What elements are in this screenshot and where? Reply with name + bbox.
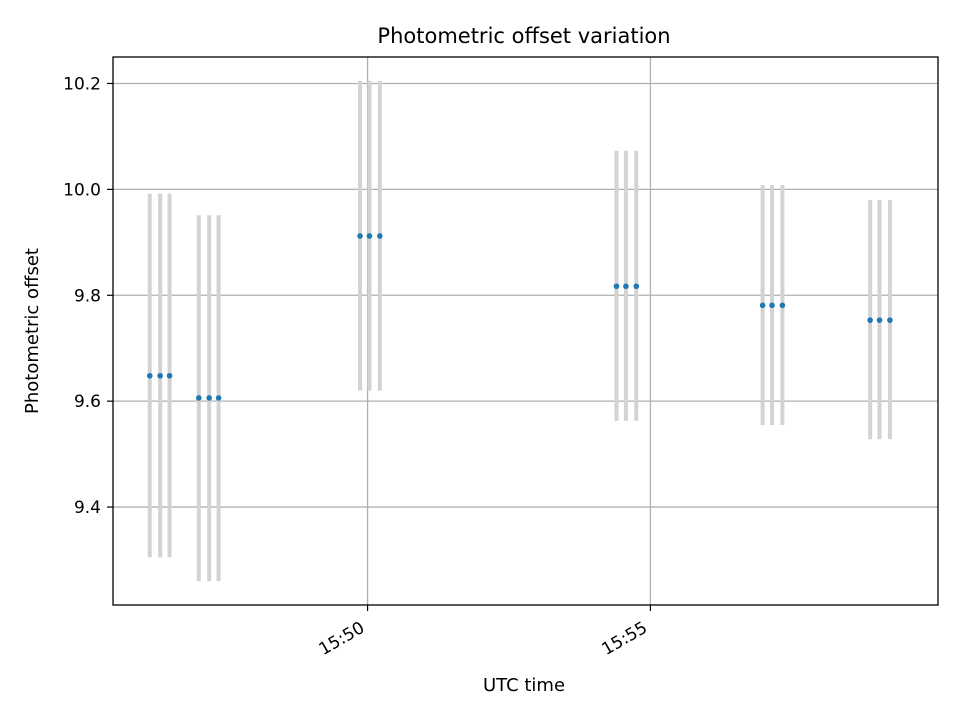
chart-title: Photometric offset variation: [377, 24, 670, 48]
data-point: [377, 233, 383, 239]
data-point: [366, 233, 373, 239]
data-point: [759, 302, 766, 309]
data-point: [867, 317, 873, 323]
data-point: [887, 317, 893, 323]
data-point: [206, 395, 212, 401]
plot-frame: [112, 56, 939, 606]
data-point: [876, 317, 883, 323]
data-point: [166, 372, 173, 379]
data-point: [146, 372, 153, 379]
data-point: [779, 302, 786, 309]
data-point: [357, 233, 363, 239]
x-axis-title: UTC time: [483, 675, 565, 696]
data-point: [623, 283, 629, 290]
data-point: [613, 283, 620, 290]
data-point: [215, 395, 222, 401]
data-point: [769, 302, 775, 309]
data-point: [196, 395, 202, 401]
y-tick-label: 9.8: [74, 286, 101, 306]
y-tick-label: 9.6: [74, 392, 101, 412]
y-tick-label: 9.4: [74, 498, 101, 518]
data-point: [633, 283, 640, 290]
y-tick-label: 10.2: [63, 74, 101, 94]
data-point: [157, 372, 163, 379]
data-points: [146, 233, 893, 401]
y-tick-label: 10.0: [63, 180, 101, 200]
y-axis-title: Photometric offset: [22, 248, 43, 414]
